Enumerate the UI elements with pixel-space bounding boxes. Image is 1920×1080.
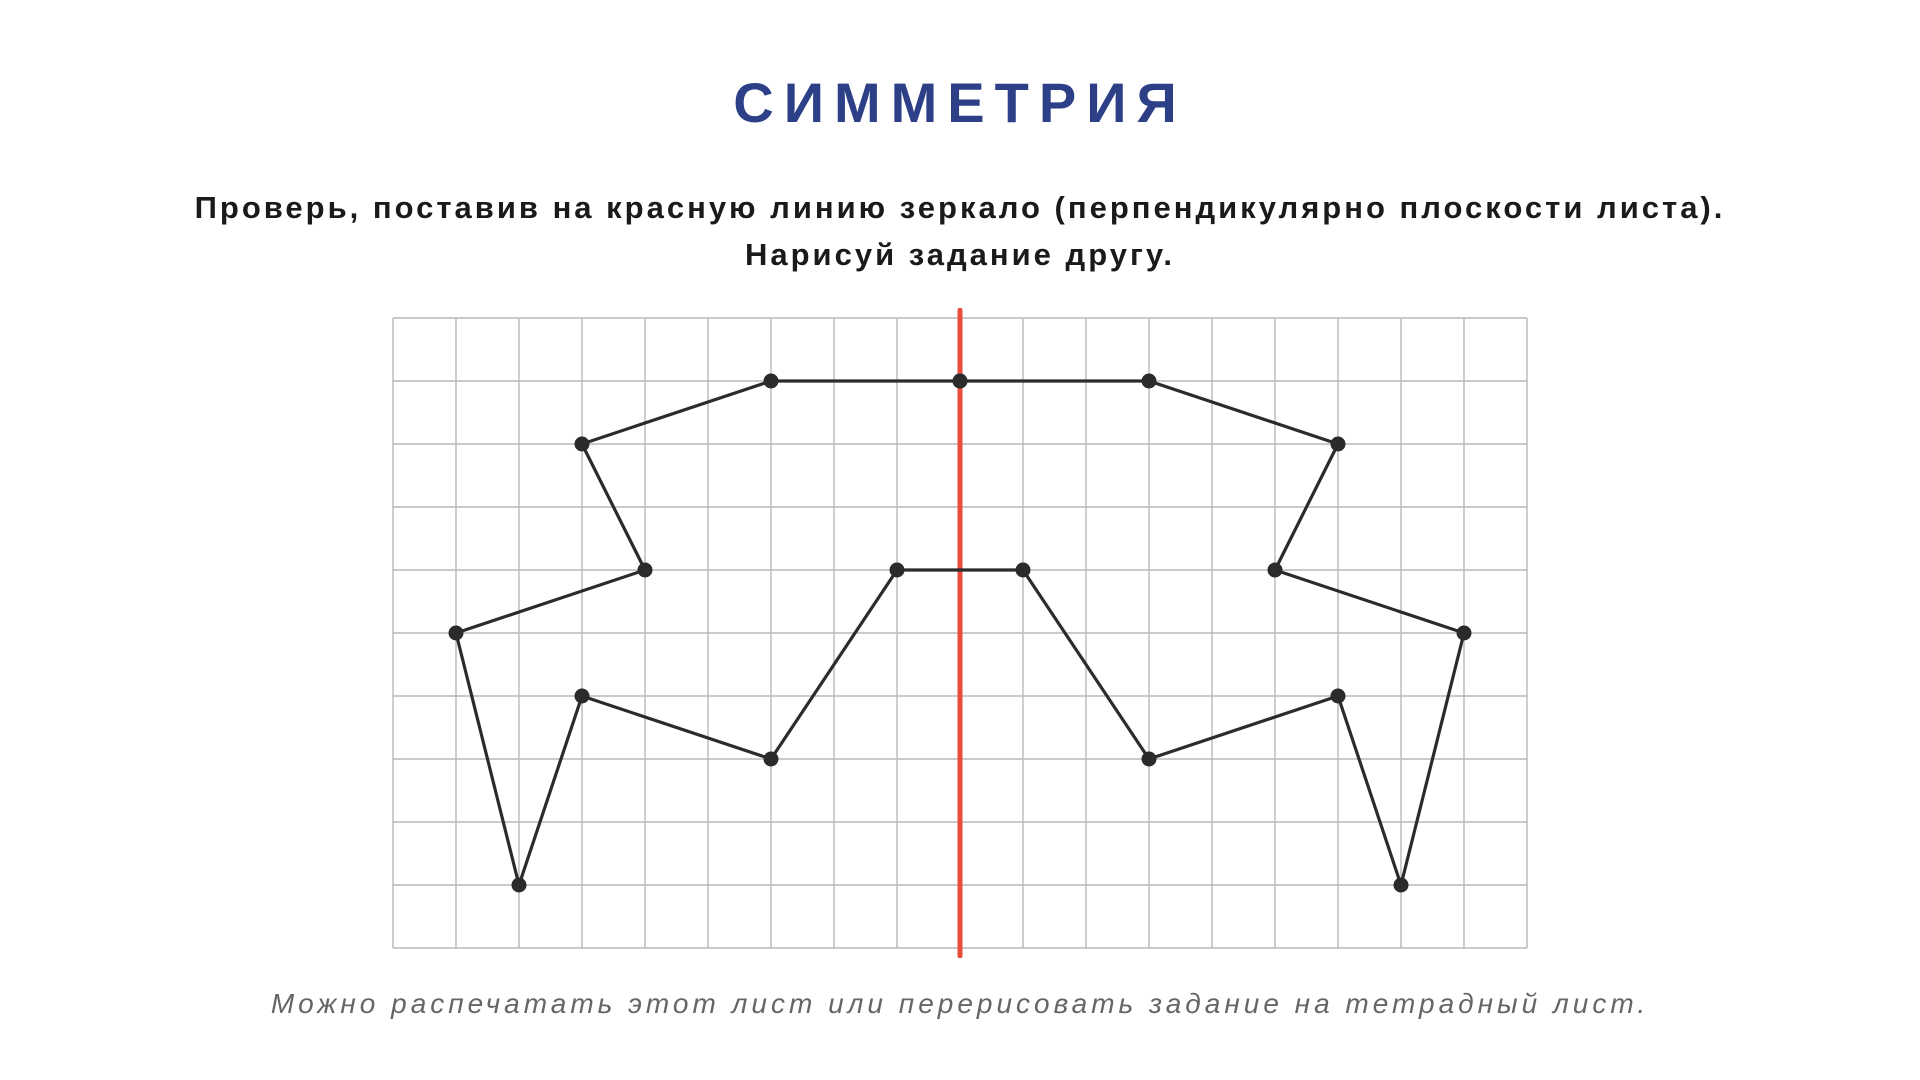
instruction-line-1: Проверь, поставив на красную линию зерка…: [195, 190, 1726, 225]
instruction-line-2: Нарисуй задание другу.: [745, 237, 1175, 272]
symmetry-diagram: [370, 308, 1550, 958]
page-title: СИММЕТРИЯ: [733, 70, 1186, 135]
diagram-svg: [370, 308, 1550, 958]
footnote: Можно распечатать этот лист или перерисо…: [271, 988, 1649, 1020]
instructions: Проверь, поставив на красную линию зерка…: [195, 185, 1726, 278]
